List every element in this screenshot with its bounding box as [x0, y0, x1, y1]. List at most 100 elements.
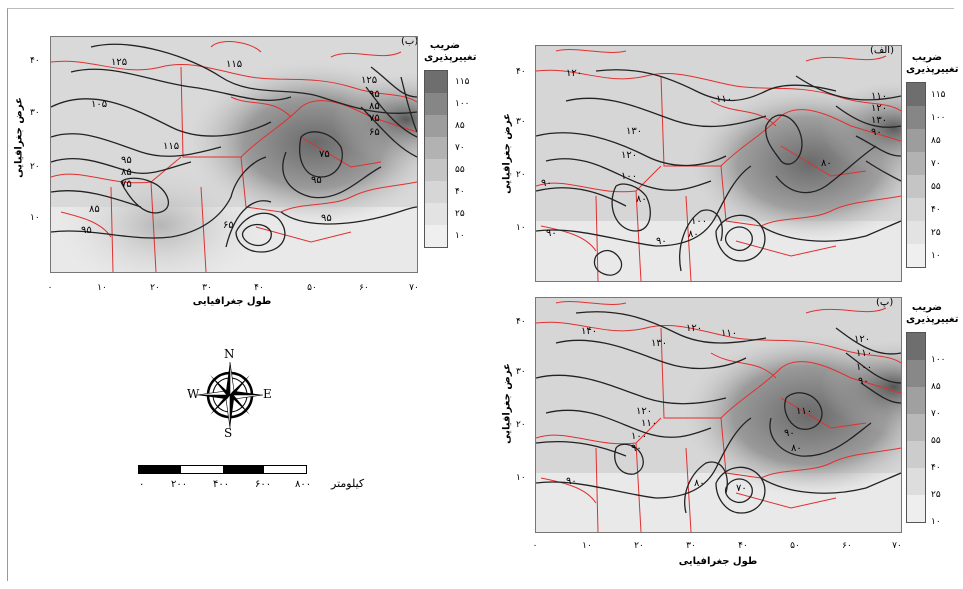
contour-label: ۶۵	[369, 127, 380, 138]
x-tick: ۲۰	[150, 283, 160, 293]
compass-rose: N S E W	[185, 345, 275, 440]
legend-title-line1: ضریب	[429, 40, 461, 51]
legend-value: ۸۵	[931, 382, 941, 392]
contour-label: ۱۴۰	[581, 326, 598, 337]
map-panel-b: ۱۲۵ ۱۱۵ ۱۲۵ ۱۰۵ ۹۵ ۸۵ ۷۵ ۶۵ ۱۱۵ ۹۵ ۸۵ ۷۵…	[50, 36, 418, 273]
legend-value: ۱۰۰	[455, 99, 470, 109]
contour-label: ۶۵	[223, 220, 234, 231]
contour-label: ۷۵	[121, 179, 132, 190]
legend-value: ۱۰	[931, 517, 941, 527]
legend-title: ضریب تغییرپذیری	[424, 40, 477, 64]
contour-label: ۱۱۰	[871, 91, 888, 102]
legend-value: ۱۱۵	[931, 90, 946, 100]
contour-label: ۷۰	[736, 483, 747, 494]
contour-label: ۹۰	[871, 127, 882, 138]
y-tick: ۳۰	[516, 367, 526, 377]
map-panel-pe: ۱۴۰ ۱۳۰ ۱۲۰ ۱۱۰ ۱۲۰ ۱۱۰ ۹۰ ۱۰۰ ۹۰ ۸۰ ۷۰ …	[535, 297, 902, 533]
compass-east: E	[263, 387, 272, 401]
x-tick: ۰	[532, 541, 538, 551]
legend-value: ۱۰	[455, 231, 465, 241]
legend-value: ۱۱۵	[455, 77, 470, 87]
x-tick: ۳۰	[686, 541, 696, 551]
scale-label: ۲۰۰	[171, 479, 188, 490]
contour-label: ۹۰	[784, 428, 795, 439]
legend-bar: ۱۰۰ ۸۵ ۷۰ ۵۵ ۴۰ ۲۵ ۱۰	[906, 332, 946, 527]
y-tick: ۳۰	[30, 108, 40, 118]
contour-label: ۹۵	[311, 175, 322, 186]
legend-value: ۲۵	[455, 209, 465, 219]
x-tick: ۱۰	[97, 283, 107, 293]
scale-label: ۰	[139, 479, 145, 490]
y-tick: ۲۰	[30, 162, 40, 172]
legend-title-line2: تغییرپذیری	[906, 314, 959, 325]
contour-label: ۸۰	[688, 229, 699, 240]
contour-label: ۹۵	[81, 225, 92, 236]
map-pe-svg	[536, 298, 901, 532]
contour-label: ۱۰۰	[621, 171, 638, 182]
scale-label: ۶۰۰	[255, 479, 272, 490]
contour-label: ۸۰	[694, 478, 705, 489]
legend-value: ۴۰	[931, 205, 941, 215]
x-axis-label: طول جغرافیایی	[678, 556, 758, 567]
y-tick: ۴۰	[30, 56, 40, 66]
legend-value: ۱۰	[931, 251, 941, 261]
legend-value: ۵۵	[455, 165, 465, 175]
contour-label: ۸۵	[89, 204, 100, 215]
map-b-svg	[51, 37, 417, 272]
contour-label: ۸۰	[791, 443, 802, 454]
contour-label: ۹۵	[369, 89, 380, 100]
contour-label: ۱۳۰	[871, 115, 888, 126]
legend-value: ۴۰	[931, 463, 941, 473]
contour-label: ۹۵	[321, 213, 332, 224]
contour-label: ۱۲۰	[686, 323, 703, 334]
contour-label: ۸۵	[121, 167, 132, 178]
scale-label: ۴۰۰	[213, 479, 230, 490]
legend-title-line1: ضریب	[911, 52, 943, 63]
y-axis-label: عرض جغرافیایی	[13, 97, 25, 178]
contour-label: ۷۵	[319, 149, 330, 160]
compass-icon	[196, 361, 264, 429]
legend-title: ضریب تغییرپذیری	[906, 52, 958, 76]
scale-unit: کیلومتر	[331, 477, 365, 490]
contour-label: ۱۲۰	[636, 406, 653, 417]
x-tick: ۵۰	[307, 283, 317, 293]
x-tick: ۲۰	[634, 541, 644, 551]
scale-label: ۸۰۰	[295, 479, 312, 490]
compass-west: W	[187, 387, 200, 401]
figure-frame	[7, 8, 954, 581]
legend-value: ۱۰۰	[931, 113, 946, 123]
x-tick: ۴۰	[738, 541, 748, 551]
legend-title: ضریب تغییرپذیری	[906, 302, 959, 326]
legend-pe: ضریب تغییرپذیری ۱۰۰ ۸۵ ۷۰ ۵۵ ۴۰ ۲۵ ۱۰	[906, 302, 959, 527]
legend-value: ۸۵	[931, 136, 941, 146]
legend-value: ۵۵	[931, 182, 941, 192]
contour-label: ۹۰	[546, 228, 557, 239]
contour-label: ۱۰۰	[856, 362, 873, 373]
contour-label: ۷۵	[369, 113, 380, 124]
contour-label: ۱۳۰	[626, 126, 643, 137]
contour-label: ۱۱۰	[641, 418, 658, 429]
x-tick: ۶۰	[842, 541, 852, 551]
contour-label: ۸۵	[369, 101, 380, 112]
contour-label: ۱۱۰	[721, 328, 738, 339]
contour-label: ۱۲۰	[566, 68, 583, 79]
contour-label: ۹۰	[541, 178, 552, 189]
compass-north: N	[224, 347, 235, 361]
y-tick: ۴۰	[516, 67, 526, 77]
legend-value: ۲۵	[931, 490, 941, 500]
contour-label: ۹۰	[858, 376, 869, 387]
legend-title-line1: ضریب	[911, 302, 943, 313]
y-axis-label: عرض جغرافیایی	[501, 113, 513, 194]
y-tick: ۲۰	[516, 420, 526, 430]
x-tick: ۶۰	[359, 283, 369, 293]
x-tick: ۵۰	[790, 541, 800, 551]
y-tick: ۱۰	[516, 473, 526, 483]
legend-value: ۴۰	[455, 187, 465, 197]
panel-label: (الف)	[870, 45, 894, 56]
contour-label: ۱۱۰	[856, 348, 873, 359]
contour-label: ۹۰	[656, 236, 667, 247]
x-tick: ۷۰	[892, 541, 902, 551]
contour-label: ۱۱۵	[226, 59, 243, 70]
compass-south: S	[224, 426, 233, 440]
legend-title-line2: تغییرپذیری	[424, 52, 477, 63]
